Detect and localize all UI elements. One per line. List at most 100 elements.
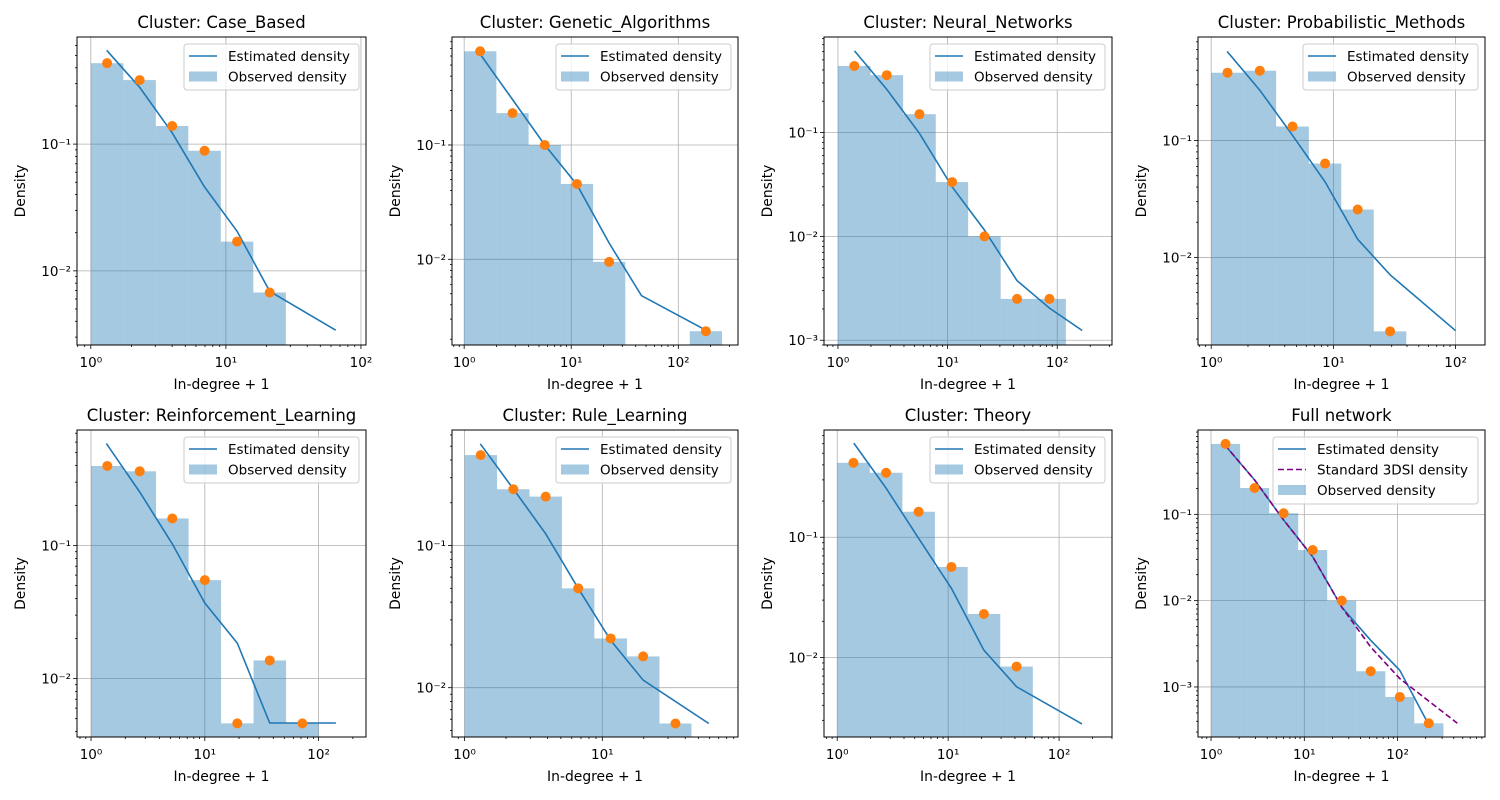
y-tick-label: 10⁻²	[41, 264, 71, 280]
x-axis-label: In-degree + 1	[1294, 377, 1390, 393]
observed-point	[848, 457, 859, 468]
plot-area	[1198, 430, 1485, 737]
subplot-7: 10⁰ 10¹ 10² 10⁻¹ 10⁻² Cluster: Theory In-degre…	[760, 406, 1113, 785]
legend-label: Standard 3DSI density	[1317, 463, 1468, 479]
observed-point	[232, 718, 243, 729]
x-tick-label: 10⁰	[80, 747, 103, 763]
observed-point	[134, 75, 145, 86]
legend-label: Observed density	[600, 463, 719, 479]
histogram-bar	[1385, 696, 1415, 737]
y-tick-label: 10⁻¹	[41, 137, 71, 153]
observed-point	[946, 561, 957, 572]
observed-point	[297, 718, 308, 729]
observed-point	[670, 718, 681, 729]
x-tick-label: 10¹	[936, 355, 959, 371]
legend-label: Estimated density	[974, 442, 1096, 458]
plot-area	[77, 37, 366, 345]
histogram-bar	[968, 236, 1001, 345]
axes-frame	[76, 429, 367, 738]
y-tick-label: 10⁻²	[788, 229, 818, 245]
plot-area	[452, 430, 738, 737]
x-axis-label: In-degree + 1	[174, 377, 270, 393]
observed-point	[1044, 293, 1055, 304]
observed-point	[475, 450, 486, 461]
histogram-bar	[1211, 443, 1241, 737]
legend-label: Observed density	[228, 463, 347, 479]
x-axis-label: In-degree + 1	[920, 769, 1016, 785]
y-tick-label: 10⁻²	[41, 672, 71, 688]
histogram-bar	[497, 489, 530, 737]
observed-point	[1320, 158, 1331, 169]
y-axis-label: Density	[13, 165, 29, 218]
x-tick-label: 10¹	[591, 747, 614, 763]
histogram-bar	[1341, 209, 1374, 345]
histogram-bar	[689, 331, 723, 345]
axes-frame	[76, 36, 367, 346]
legend-swatch-observed	[561, 464, 589, 475]
legend-box	[183, 436, 360, 484]
legend: Estimated density Observed density	[929, 43, 1106, 91]
legend: Estimated density Observed density	[929, 436, 1106, 484]
plot-area	[1198, 37, 1485, 345]
subplot-6: 10⁰ 10¹ 10⁻¹ 10⁻² Cluster: Rule_Learning In-d…	[388, 406, 739, 785]
legend-label: Observed density	[228, 70, 347, 86]
legend: Estimated density Observed density	[183, 436, 360, 484]
x-tick-label: 10²	[1046, 355, 1069, 371]
plot-area	[77, 430, 366, 737]
x-axis-label: In-degree + 1	[174, 769, 270, 785]
y-axis-label: Density	[388, 165, 404, 218]
histogram-bar	[221, 723, 254, 737]
x-tick-label: 10²	[307, 747, 330, 763]
subplot-title: Cluster: Genetic_Algorithms	[480, 13, 710, 33]
y-tick-label: 10⁻¹	[1162, 507, 1192, 523]
histogram-bar	[1269, 513, 1299, 737]
observed-point	[913, 506, 924, 517]
histogram-bar	[1240, 488, 1270, 737]
histogram-bar	[1356, 671, 1386, 737]
histogram-bar	[903, 114, 936, 345]
plot-area	[824, 430, 1112, 737]
y-tick-label: 10⁻³	[1162, 680, 1192, 696]
legend-swatch-observed	[935, 71, 963, 82]
axes-frame	[451, 36, 739, 346]
observed-point	[881, 467, 892, 478]
histogram-bar	[1000, 298, 1034, 345]
observed-point	[849, 60, 860, 71]
legend: Estimated density Observed density	[1302, 43, 1479, 91]
histogram-bar	[837, 462, 870, 737]
observed-point	[134, 466, 145, 477]
histogram-bar	[1033, 298, 1066, 345]
histogram-bar	[220, 241, 254, 345]
subplot-3: 10⁰ 10¹ 10² 10⁻¹ 10⁻² 10⁻³ Cluster: Neural_Net…	[760, 13, 1113, 393]
observed-point	[102, 460, 113, 471]
histogram-bar	[837, 65, 871, 345]
x-axis-label: In-degree + 1	[920, 377, 1016, 393]
observed-point	[167, 120, 178, 131]
histogram-bar	[593, 261, 626, 345]
x-tick-label: 10⁰	[1200, 355, 1223, 371]
x-tick-label: 10¹	[215, 355, 238, 371]
observed-point	[979, 231, 990, 242]
histogram-bar	[1276, 126, 1309, 345]
observed-point	[508, 484, 519, 495]
subplot-8: 10⁰ 10¹ 10² 10⁻¹ 10⁻² 10⁻³ Full network In-degr…	[1134, 406, 1486, 785]
y-axis-label: Density	[388, 557, 404, 610]
x-tick-label: 10²	[667, 355, 690, 371]
legend-swatch-observed	[935, 464, 963, 475]
histogram-bar	[91, 465, 124, 737]
histogram-bar	[1414, 723, 1444, 737]
legend-swatch-observed	[189, 71, 217, 82]
legend-box	[1302, 43, 1479, 91]
observed-point	[604, 256, 615, 267]
histogram-bar	[902, 511, 935, 737]
axes-frame	[823, 429, 1113, 738]
legend-label: Observed density	[1317, 483, 1436, 499]
legend-label: Observed density	[1347, 70, 1466, 86]
observed-point	[540, 491, 551, 502]
legend-box	[555, 43, 732, 91]
observed-point	[167, 513, 178, 524]
x-tick-label: 10¹	[1322, 355, 1345, 371]
observed-point	[1254, 65, 1265, 76]
observed-point	[1011, 661, 1022, 672]
